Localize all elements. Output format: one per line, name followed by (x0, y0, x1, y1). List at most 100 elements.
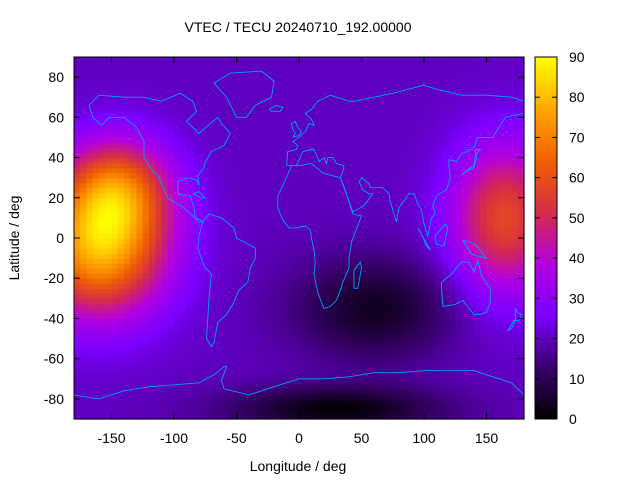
heatmap-cell (386, 248, 394, 254)
heatmap-cell (224, 152, 231, 159)
heatmap-cell (361, 202, 369, 209)
heatmap-cell (124, 172, 131, 179)
heatmap-cell (255, 132, 263, 139)
heatmap-cell (274, 368, 281, 375)
heatmap-cell (355, 318, 363, 325)
heatmap-cell (149, 82, 156, 88)
heatmap-cell (161, 278, 169, 284)
heatmap-cell (236, 323, 244, 330)
heatmap-cell (192, 328, 200, 335)
heatmap-cell (255, 393, 263, 400)
heatmap-cell (361, 353, 369, 360)
heatmap-cell (392, 283, 400, 289)
heatmap-cell (317, 182, 325, 189)
heatmap-cell (267, 177, 275, 184)
heatmap-cell (167, 293, 175, 299)
heatmap-cell (324, 92, 331, 98)
heatmap-cell (274, 187, 281, 194)
heatmap-cell (217, 268, 225, 274)
heatmap-cell (305, 112, 313, 118)
heatmap-cell (274, 338, 281, 345)
heatmap-cell (399, 232, 406, 239)
heatmap-cell (286, 383, 294, 390)
heatmap-cell (224, 323, 231, 330)
heatmap-cell (167, 268, 175, 274)
heatmap-cell (236, 258, 244, 264)
heatmap-cell (130, 97, 138, 103)
heatmap-cell (455, 152, 463, 159)
heatmap-cell (336, 212, 344, 219)
heatmap-cell (486, 167, 494, 174)
heatmap-cell (317, 107, 325, 113)
heatmap-cell (449, 408, 456, 415)
heatmap-cell (80, 268, 88, 274)
heatmap-cell (486, 248, 494, 254)
heatmap-cell (192, 117, 200, 123)
heatmap-cell (230, 212, 238, 219)
heatmap-cell (180, 202, 188, 209)
heatmap-cell (230, 127, 238, 134)
heatmap-cell (155, 288, 163, 294)
heatmap-cell (392, 268, 400, 274)
heatmap-cell (242, 187, 250, 194)
heatmap-cell (217, 398, 225, 405)
heatmap-cell (80, 298, 88, 304)
heatmap-cell (117, 132, 125, 139)
heatmap-cell (111, 122, 119, 128)
heatmap-cell (342, 212, 350, 219)
heatmap-cell (374, 67, 381, 73)
heatmap-cell (367, 313, 375, 320)
heatmap-cell (242, 227, 250, 234)
heatmap-cell (242, 343, 250, 350)
heatmap-cell (205, 227, 213, 234)
heatmap-cell (480, 182, 488, 189)
heatmap-cell (267, 232, 275, 239)
heatmap-cell (442, 197, 450, 204)
heatmap-cell (305, 263, 313, 269)
heatmap-cell (417, 373, 425, 380)
heatmap-cell (124, 197, 131, 204)
heatmap-cell (186, 283, 194, 289)
heatmap-cell (499, 227, 506, 234)
heatmap-cell (167, 222, 175, 229)
heatmap-cell (117, 172, 125, 179)
heatmap-cell (205, 258, 213, 264)
heatmap-cell (299, 323, 306, 330)
heatmap-cell (167, 358, 175, 365)
heatmap-cell (317, 283, 325, 289)
heatmap-cell (430, 222, 438, 229)
heatmap-cell (430, 268, 438, 274)
heatmap-cell (342, 162, 350, 169)
heatmap-cell (317, 162, 325, 169)
heatmap-cell (174, 368, 181, 375)
heatmap-cell (249, 202, 256, 209)
heatmap-cell (355, 232, 363, 239)
heatmap-cell (436, 273, 444, 279)
heatmap-cell (355, 368, 363, 375)
heatmap-cell (205, 217, 213, 224)
heatmap-cell (249, 323, 256, 330)
heatmap-cell (192, 298, 200, 304)
heatmap-cell (467, 243, 475, 249)
heatmap-cell (380, 217, 388, 224)
heatmap-cell (411, 182, 419, 189)
heatmap-cell (392, 298, 400, 304)
heatmap-cell (286, 227, 294, 234)
heatmap-cell (367, 353, 375, 360)
heatmap-cell (174, 383, 181, 390)
heatmap-cell (374, 72, 381, 78)
heatmap-cell (274, 152, 281, 159)
heatmap-cell (430, 127, 438, 134)
heatmap-cell (324, 413, 331, 420)
heatmap-cell (386, 142, 394, 149)
heatmap-cell (355, 132, 363, 139)
heatmap-cell (355, 77, 363, 83)
heatmap-cell (474, 97, 481, 103)
heatmap-cell (492, 363, 500, 370)
heatmap-cell (411, 222, 419, 229)
heatmap-cell (386, 57, 394, 63)
heatmap-cell (505, 288, 513, 294)
heatmap-cell (355, 373, 363, 380)
heatmap-cell (236, 117, 244, 123)
heatmap-cell (199, 308, 206, 315)
